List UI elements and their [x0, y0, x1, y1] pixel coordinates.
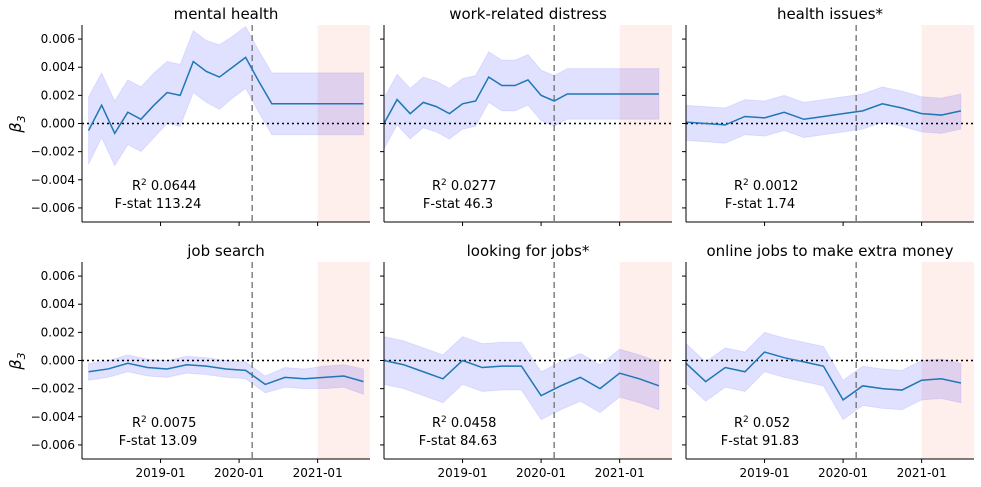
y-tick-label: 0.000 — [41, 117, 75, 131]
confidence-band — [88, 354, 364, 395]
f-stat: F-stat 1.74 — [725, 197, 795, 212]
panel-5: 2019-01 2020-01 2021-01 looking for jobs* R2… — [380, 242, 672, 480]
panel-title: mental health — [174, 5, 279, 23]
panel-3: health issues* R2 0.0012 F-stat 1.74 — [682, 5, 974, 226]
y-tick-label: 0.006 — [41, 32, 75, 46]
r2-stat: R2 0.0458 — [432, 415, 496, 431]
confidence-band — [685, 86, 962, 144]
y-tick-label: 0.002 — [41, 325, 75, 339]
y-tick-label: 0.006 — [41, 269, 75, 283]
y-tick-label: −0.004 — [31, 410, 75, 424]
f-stat: F-stat 113.24 — [115, 197, 202, 212]
y-tick-label: 0.004 — [41, 297, 75, 311]
panel-4: 0.006 0.004 0.002 0.000 −0.002 −0.004 −0.006 20… — [31, 242, 370, 480]
f-stat: F-stat 13.09 — [119, 434, 197, 449]
series-line — [685, 351, 962, 401]
r2-stat: R2 0.0644 — [132, 178, 196, 194]
x-tick-label: 2021-01 — [595, 466, 645, 480]
y-axis-label-top: β3 — [6, 115, 28, 133]
panel-title: health issues* — [777, 5, 884, 23]
series-line — [685, 103, 962, 126]
confidence-band — [88, 25, 364, 167]
series-line — [383, 359, 660, 397]
f-stat: F-stat 46.3 — [423, 197, 493, 212]
series-line — [87, 56, 364, 135]
y-tick-label: 0.000 — [41, 354, 75, 368]
panel-title: work-related distress — [449, 5, 607, 23]
panel-2: work-related distress R2 0.0277 F-stat 46.… — [380, 5, 672, 226]
r2-stat: R2 0.0277 — [432, 178, 496, 194]
y-axis-label-bottom: β3 — [6, 352, 28, 370]
r2-stat: R2 0.052 — [734, 415, 790, 431]
x-tick-label: 2019-01 — [135, 466, 185, 480]
x-tick-label: 2019-01 — [437, 466, 487, 480]
y-tick-label: −0.006 — [31, 201, 75, 215]
panel-title: looking for jobs* — [467, 242, 590, 260]
x-tick-label: 2021-01 — [897, 466, 947, 480]
y-tick-label: −0.004 — [31, 173, 75, 187]
y-tick-label: 0.004 — [41, 60, 75, 74]
f-stat: F-stat 84.63 — [419, 434, 497, 449]
panel-title: job search — [186, 242, 264, 260]
x-tick-label: 2021-01 — [293, 466, 343, 480]
confidence-band — [383, 51, 660, 150]
series-line — [383, 75, 659, 124]
panel-1: 0.006 0.004 0.002 0.000 −0.002 −0.004 −0.006 me… — [31, 5, 370, 226]
confidence-band — [383, 335, 660, 421]
x-tick-label: 2020-01 — [516, 466, 566, 480]
x-tick-label: 2020-01 — [214, 466, 264, 480]
y-tick-label: −0.002 — [31, 382, 75, 396]
x-tick-label: 2019-01 — [739, 466, 789, 480]
x-tick-label: 2020-01 — [818, 466, 868, 480]
series-line — [88, 362, 364, 386]
r2-stat: R2 0.0075 — [132, 415, 196, 431]
r2-stat: R2 0.0012 — [734, 178, 798, 194]
f-stat: F-stat 91.83 — [721, 434, 799, 449]
confidence-band — [685, 331, 962, 421]
y-tick-label: 0.002 — [41, 88, 75, 102]
panel-6: 2019-01 2020-01 2021-01 online jobs to make… — [682, 242, 974, 480]
panel-title: online jobs to make extra money — [706, 242, 953, 260]
y-tick-label: −0.006 — [31, 438, 75, 452]
y-tick-label: −0.002 — [31, 145, 75, 159]
